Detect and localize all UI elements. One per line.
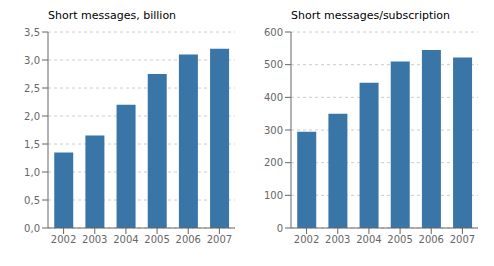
svg-text:1,0: 1,0 — [24, 167, 40, 178]
svg-text:3,0: 3,0 — [24, 55, 40, 66]
svg-text:2,0: 2,0 — [24, 111, 40, 122]
svg-text:2007: 2007 — [207, 234, 232, 245]
svg-text:2002: 2002 — [51, 234, 76, 245]
html-text:Short messages, billion: Short messages, billion — [48, 9, 177, 22]
svg-text:2006: 2006 — [419, 234, 444, 245]
svg-text:2,5: 2,5 — [24, 83, 40, 94]
svg-text:1,5: 1,5 — [24, 139, 40, 150]
svg-text:2004: 2004 — [356, 234, 381, 245]
svg-text:2005: 2005 — [387, 234, 412, 245]
svg-text:600: 600 — [264, 27, 283, 38]
svg-text:2005: 2005 — [144, 234, 169, 245]
svg-text:2003: 2003 — [325, 234, 350, 245]
svg-text:2004: 2004 — [113, 234, 138, 245]
svg-text:3,5: 3,5 — [24, 27, 40, 38]
svg-text:100: 100 — [264, 190, 283, 201]
svg-text:2003: 2003 — [82, 234, 107, 245]
svg-text:0,0: 0,0 — [24, 223, 40, 234]
svg-text:500: 500 — [264, 59, 283, 70]
svg-text:0: 0 — [277, 223, 283, 234]
svg-text:400: 400 — [264, 92, 283, 103]
svg-text:200: 200 — [264, 157, 283, 168]
html-text:Short messages/subscription: Short messages/subscription — [291, 9, 450, 22]
svg-text:2006: 2006 — [176, 234, 201, 245]
svg-text:2002: 2002 — [294, 234, 319, 245]
svg-text:0,5: 0,5 — [24, 195, 40, 206]
svg-text:300: 300 — [264, 125, 283, 136]
svg-text:2007: 2007 — [450, 234, 475, 245]
